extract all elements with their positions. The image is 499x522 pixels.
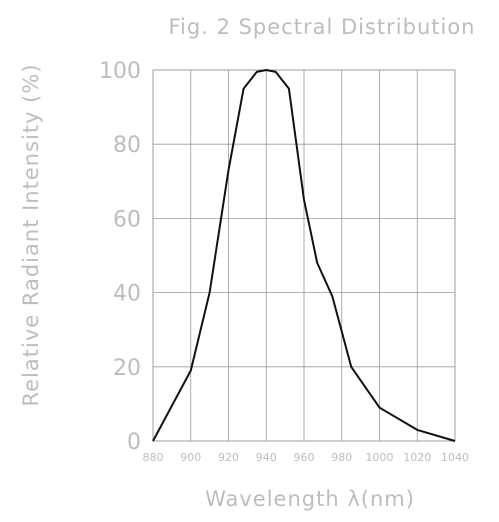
series xyxy=(152,69,456,442)
y-axis-label: Relative Radiant Intensity (%) xyxy=(19,63,43,406)
x-tick-label-3: 940 xyxy=(256,451,277,464)
x-tick-labels: 880 900 920 940 960 980 1000 1020 1040 xyxy=(143,451,470,464)
grid xyxy=(152,69,456,442)
x-tick-label-2: 920 xyxy=(218,451,239,464)
x-tick-label-0: 880 xyxy=(143,451,164,464)
spectral-curve-0 xyxy=(152,69,456,442)
x-tick-label-8: 1040 xyxy=(441,451,469,464)
plot-frame xyxy=(152,69,456,442)
y-tick-label-2: 40 xyxy=(113,282,141,307)
y-tick-labels: 0 20 40 60 80 100 xyxy=(99,59,141,455)
y-tick-label-3: 60 xyxy=(113,207,141,232)
x-tick-label-7: 1020 xyxy=(403,451,431,464)
x-tick-label-5: 980 xyxy=(331,451,352,464)
x-tick-label-1: 900 xyxy=(180,451,201,464)
x-tick-label-6: 1000 xyxy=(366,451,394,464)
y-tick-label-0: 0 xyxy=(127,430,141,455)
y-tick-label-4: 80 xyxy=(113,133,141,158)
y-tick-label-1: 20 xyxy=(113,356,141,381)
x-tick-label-4: 960 xyxy=(294,451,315,464)
chart-title: Fig. 2 Spectral Distribution xyxy=(169,15,476,39)
x-axis-label: Wavelength λ(nm) xyxy=(205,487,415,511)
y-tick-label-5: 100 xyxy=(99,59,141,84)
